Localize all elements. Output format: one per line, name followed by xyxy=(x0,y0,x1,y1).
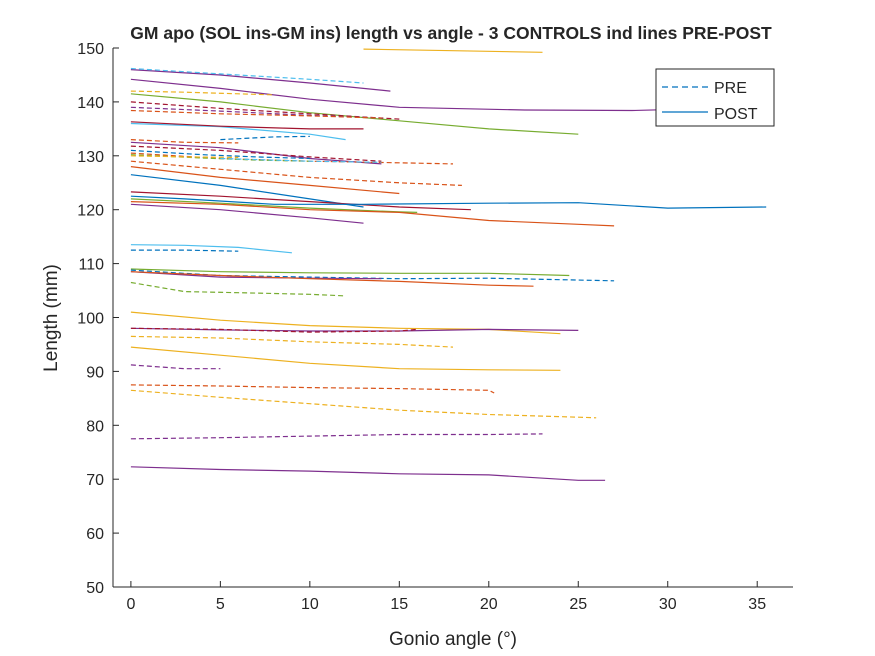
y-tick-label: 80 xyxy=(86,418,104,435)
series-line-post-24 xyxy=(130,191,471,211)
series-line-pre-20 xyxy=(220,157,382,163)
series-line-pre-35 xyxy=(130,281,346,297)
y-tick-label: 90 xyxy=(86,364,104,381)
series-line-post-1 xyxy=(363,48,543,53)
series-line-pre-42 xyxy=(130,384,495,394)
legend-box xyxy=(655,68,775,127)
series-line-pre-38 xyxy=(130,327,418,333)
series-line-post-2 xyxy=(130,69,391,92)
x-tick-label: 15 xyxy=(390,596,408,613)
x-tick-label: 25 xyxy=(569,596,587,613)
series-line-pre-39 xyxy=(130,335,454,348)
series-line-post-10 xyxy=(130,122,346,141)
series-line-post-34 xyxy=(130,271,534,287)
y-axis-label: Length (mm) xyxy=(41,264,62,372)
x-tick-label: 0 xyxy=(126,596,135,613)
x-tick-label: 5 xyxy=(216,596,225,613)
series-line-pre-3 xyxy=(130,67,364,84)
series-line-pre-9 xyxy=(130,109,382,119)
series-line-post-14 xyxy=(130,141,382,165)
series-lines xyxy=(130,48,767,481)
series-line-pre-13 xyxy=(130,139,239,144)
y-tick-label: 60 xyxy=(86,526,104,543)
legend[interactable]: PRE POST xyxy=(655,68,775,127)
y-tick-label: 130 xyxy=(77,149,104,166)
series-line-pre-43 xyxy=(130,389,597,419)
axes: 0 5 10 15 20 25 30 35 50 60 70 80 90 100 110 120 130 140… xyxy=(77,41,793,613)
series-line-post-45 xyxy=(130,466,606,481)
x-axis-label: Gonio angle (°) xyxy=(389,629,517,650)
series-line-pre-5 xyxy=(130,90,275,96)
series-line-pre-8 xyxy=(130,106,382,119)
y-tick-label: 100 xyxy=(77,311,104,328)
legend-label-post: POST xyxy=(714,106,758,123)
y-axis-ticks: 50 60 70 80 90 100 110 120 130 140 150 xyxy=(77,41,119,597)
y-tick-label: 50 xyxy=(86,580,104,597)
chart-title: GM apo (SOL ins-GM ins) length vs angle … xyxy=(130,23,772,43)
series-line-pre-21 xyxy=(130,160,462,186)
series-line-post-27 xyxy=(130,201,615,227)
series-line-pre-44 xyxy=(130,433,543,440)
x-axis-ticks: 0 5 10 15 20 25 30 35 xyxy=(126,581,766,613)
y-tick-label: 120 xyxy=(77,203,104,220)
series-line-pre-41 xyxy=(130,364,221,370)
x-tick-label: 10 xyxy=(301,596,319,613)
series-line-post-29 xyxy=(130,244,292,254)
y-tick-label: 70 xyxy=(86,472,104,489)
series-line-post-22 xyxy=(130,166,400,195)
series-line-post-11 xyxy=(130,121,364,130)
x-tick-label: 35 xyxy=(748,596,766,613)
y-tick-label: 140 xyxy=(77,95,104,112)
y-tick-label: 110 xyxy=(78,257,104,274)
series-line-pre-7 xyxy=(130,101,400,120)
series-line-pre-12 xyxy=(220,135,310,141)
y-tick-label: 150 xyxy=(77,41,104,58)
legend-label-pre: PRE xyxy=(714,80,747,97)
plot-area xyxy=(113,48,793,587)
series-line-post-28 xyxy=(130,203,364,224)
series-line-pre-19 xyxy=(130,155,239,158)
series-line-post-31 xyxy=(130,268,570,277)
series-line-post-4 xyxy=(130,78,758,112)
series-line-post-26 xyxy=(130,198,418,213)
x-tick-label: 30 xyxy=(659,596,677,613)
series-line-post-40 xyxy=(130,346,561,371)
series-line-pre-15 xyxy=(130,145,382,162)
series-line-pre-16 xyxy=(130,149,310,160)
series-line-post-25 xyxy=(130,195,767,209)
series-line-pre-30 xyxy=(130,249,239,252)
x-tick-label: 20 xyxy=(480,596,498,613)
